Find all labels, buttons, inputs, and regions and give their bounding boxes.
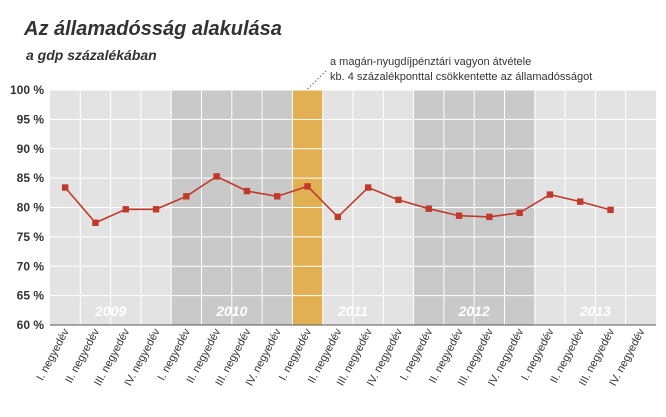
data-point: [425, 205, 432, 212]
data-point: [304, 183, 311, 190]
year-label: 2013: [579, 303, 611, 319]
y-tick-label: 90 %: [17, 142, 45, 156]
data-point: [516, 209, 523, 216]
data-point: [455, 212, 463, 219]
chart-subtitle: a gdp százalékában: [26, 47, 157, 63]
y-tick-label: 60 %: [17, 318, 45, 332]
data-point: [243, 187, 251, 195]
annotation-leader: [307, 69, 328, 90]
data-point: [152, 206, 160, 213]
y-tick-label: 85 %: [17, 171, 45, 185]
y-tick-label: 95 %: [17, 112, 45, 126]
y-tick-label: 100 %: [10, 83, 44, 97]
data-point: [334, 213, 342, 221]
data-point: [395, 196, 402, 204]
year-label: 2009: [94, 303, 126, 319]
data-point: [213, 173, 220, 180]
year-label: 2012: [458, 303, 490, 319]
data-point: [577, 198, 584, 205]
data-point: [92, 219, 99, 226]
data-point: [183, 193, 190, 200]
data-point: [274, 193, 281, 200]
data-point: [546, 191, 554, 198]
data-point: [122, 206, 129, 213]
data-point: [486, 213, 493, 221]
year-label: 2011: [337, 303, 368, 319]
annotation-line-1: a magán-nyugdíjpénztári vagyon átvétele: [330, 56, 532, 68]
chart-annotation: a magán-nyugdíjpénztári vagyon átvétele …: [330, 55, 592, 85]
y-tick-label: 80 %: [17, 201, 45, 215]
y-tick-label: 70 %: [17, 259, 45, 273]
y-tick-label: 65 %: [17, 289, 45, 303]
chart-title: Az államadósság alakulása: [24, 18, 282, 40]
data-point: [61, 184, 69, 191]
data-point: [607, 206, 614, 214]
y-tick-label: 75 %: [17, 230, 45, 244]
annotation-line-2: kb. 4 százalékponttal csökkentette az ál…: [330, 71, 593, 83]
data-point: [364, 184, 372, 191]
year-label: 2010: [215, 303, 247, 319]
